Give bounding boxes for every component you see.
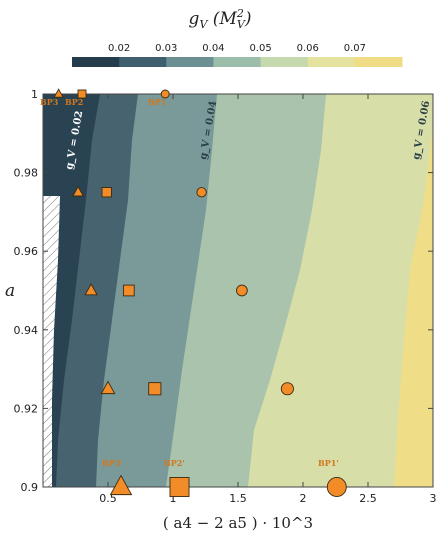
y-tick-label: 0.9 [21,481,39,494]
square-marker [101,187,112,198]
colorbar-tick-label: 0.04 [202,43,224,54]
benchmark-markers [53,88,347,497]
triangle-marker [100,380,116,395]
square-marker [77,89,87,99]
colorbar-tick-label: 0.03 [155,43,177,54]
y-tick-label: 0.92 [14,402,39,415]
colorbar-segment [354,57,403,67]
y-tick-label: 0.98 [14,167,39,180]
benchmark-labels: BP3 BP2 BP1 BP3' BP2' BP1' [40,97,339,468]
colorbar-tick-label: 0.07 [344,43,366,54]
circle-marker [236,284,248,297]
colorbar-title-g: g [189,9,200,29]
circle-marker [280,382,294,396]
triangle-marker [109,474,133,496]
colorbar-tick-label: 0.05 [249,43,271,54]
bp2-label: BP2 [65,97,83,107]
x-tick-label: 2.5 [359,492,377,505]
bp3p-label: BP3' [102,458,123,468]
circle-marker [326,477,347,497]
x-tick-label: 1 [170,492,177,505]
colorbar-tick-labels: 0.02 0.03 0.04 0.05 0.06 0.07 [108,43,366,54]
square-marker [122,284,135,297]
colorbar-title-sub: V [199,18,208,31]
x-tick-label: 2 [300,492,307,505]
colorbar-segment [260,57,309,67]
x-tick-label: 1.5 [229,492,247,505]
x-tick-labels: 0.5 1 1.5 2 2.5 3 [99,492,436,505]
y-tick-label: 0.96 [14,245,39,258]
triangle-marker [72,185,85,197]
colorbar-segment [213,57,262,67]
colorbar-title: gV (M2 V) [189,7,252,31]
x-tick-label: 3 [430,492,437,505]
circle-marker [160,89,170,99]
colorbar-segment [72,57,120,67]
region-level-2 [43,94,100,487]
triangle-marker [84,283,98,296]
y-tick-labels: 0.9 0.92 0.94 0.96 0.98 1 [14,88,39,494]
x-tick-label: 0.5 [99,492,117,505]
bp3-label: BP3 [40,97,59,107]
bp1p-label: BP1' [318,458,339,468]
y-tick-label: 1 [31,88,38,101]
colorbar-segment [307,57,356,67]
triangle-marker [53,88,64,98]
x-axis-label: ( a4 − 2 a5 ) · 10^3 [163,514,313,532]
colorbar [72,57,403,67]
bp2p-label: BP2' [164,458,185,468]
bp1-label: BP1 [148,97,166,107]
colorbar-segment [166,57,214,67]
y-tick-label: 0.94 [14,324,39,337]
axis-ticks [43,93,434,488]
contour-regions [43,94,433,487]
square-marker [148,382,162,396]
y-axis-label: a [5,281,15,301]
excluded-region-hatch [43,196,60,487]
square-marker [169,477,190,497]
colorbar-tick-label: 0.06 [297,43,319,54]
colorbar-segment [119,57,167,67]
colorbar-tick-label: 0.02 [108,43,130,54]
circle-marker [196,187,207,198]
